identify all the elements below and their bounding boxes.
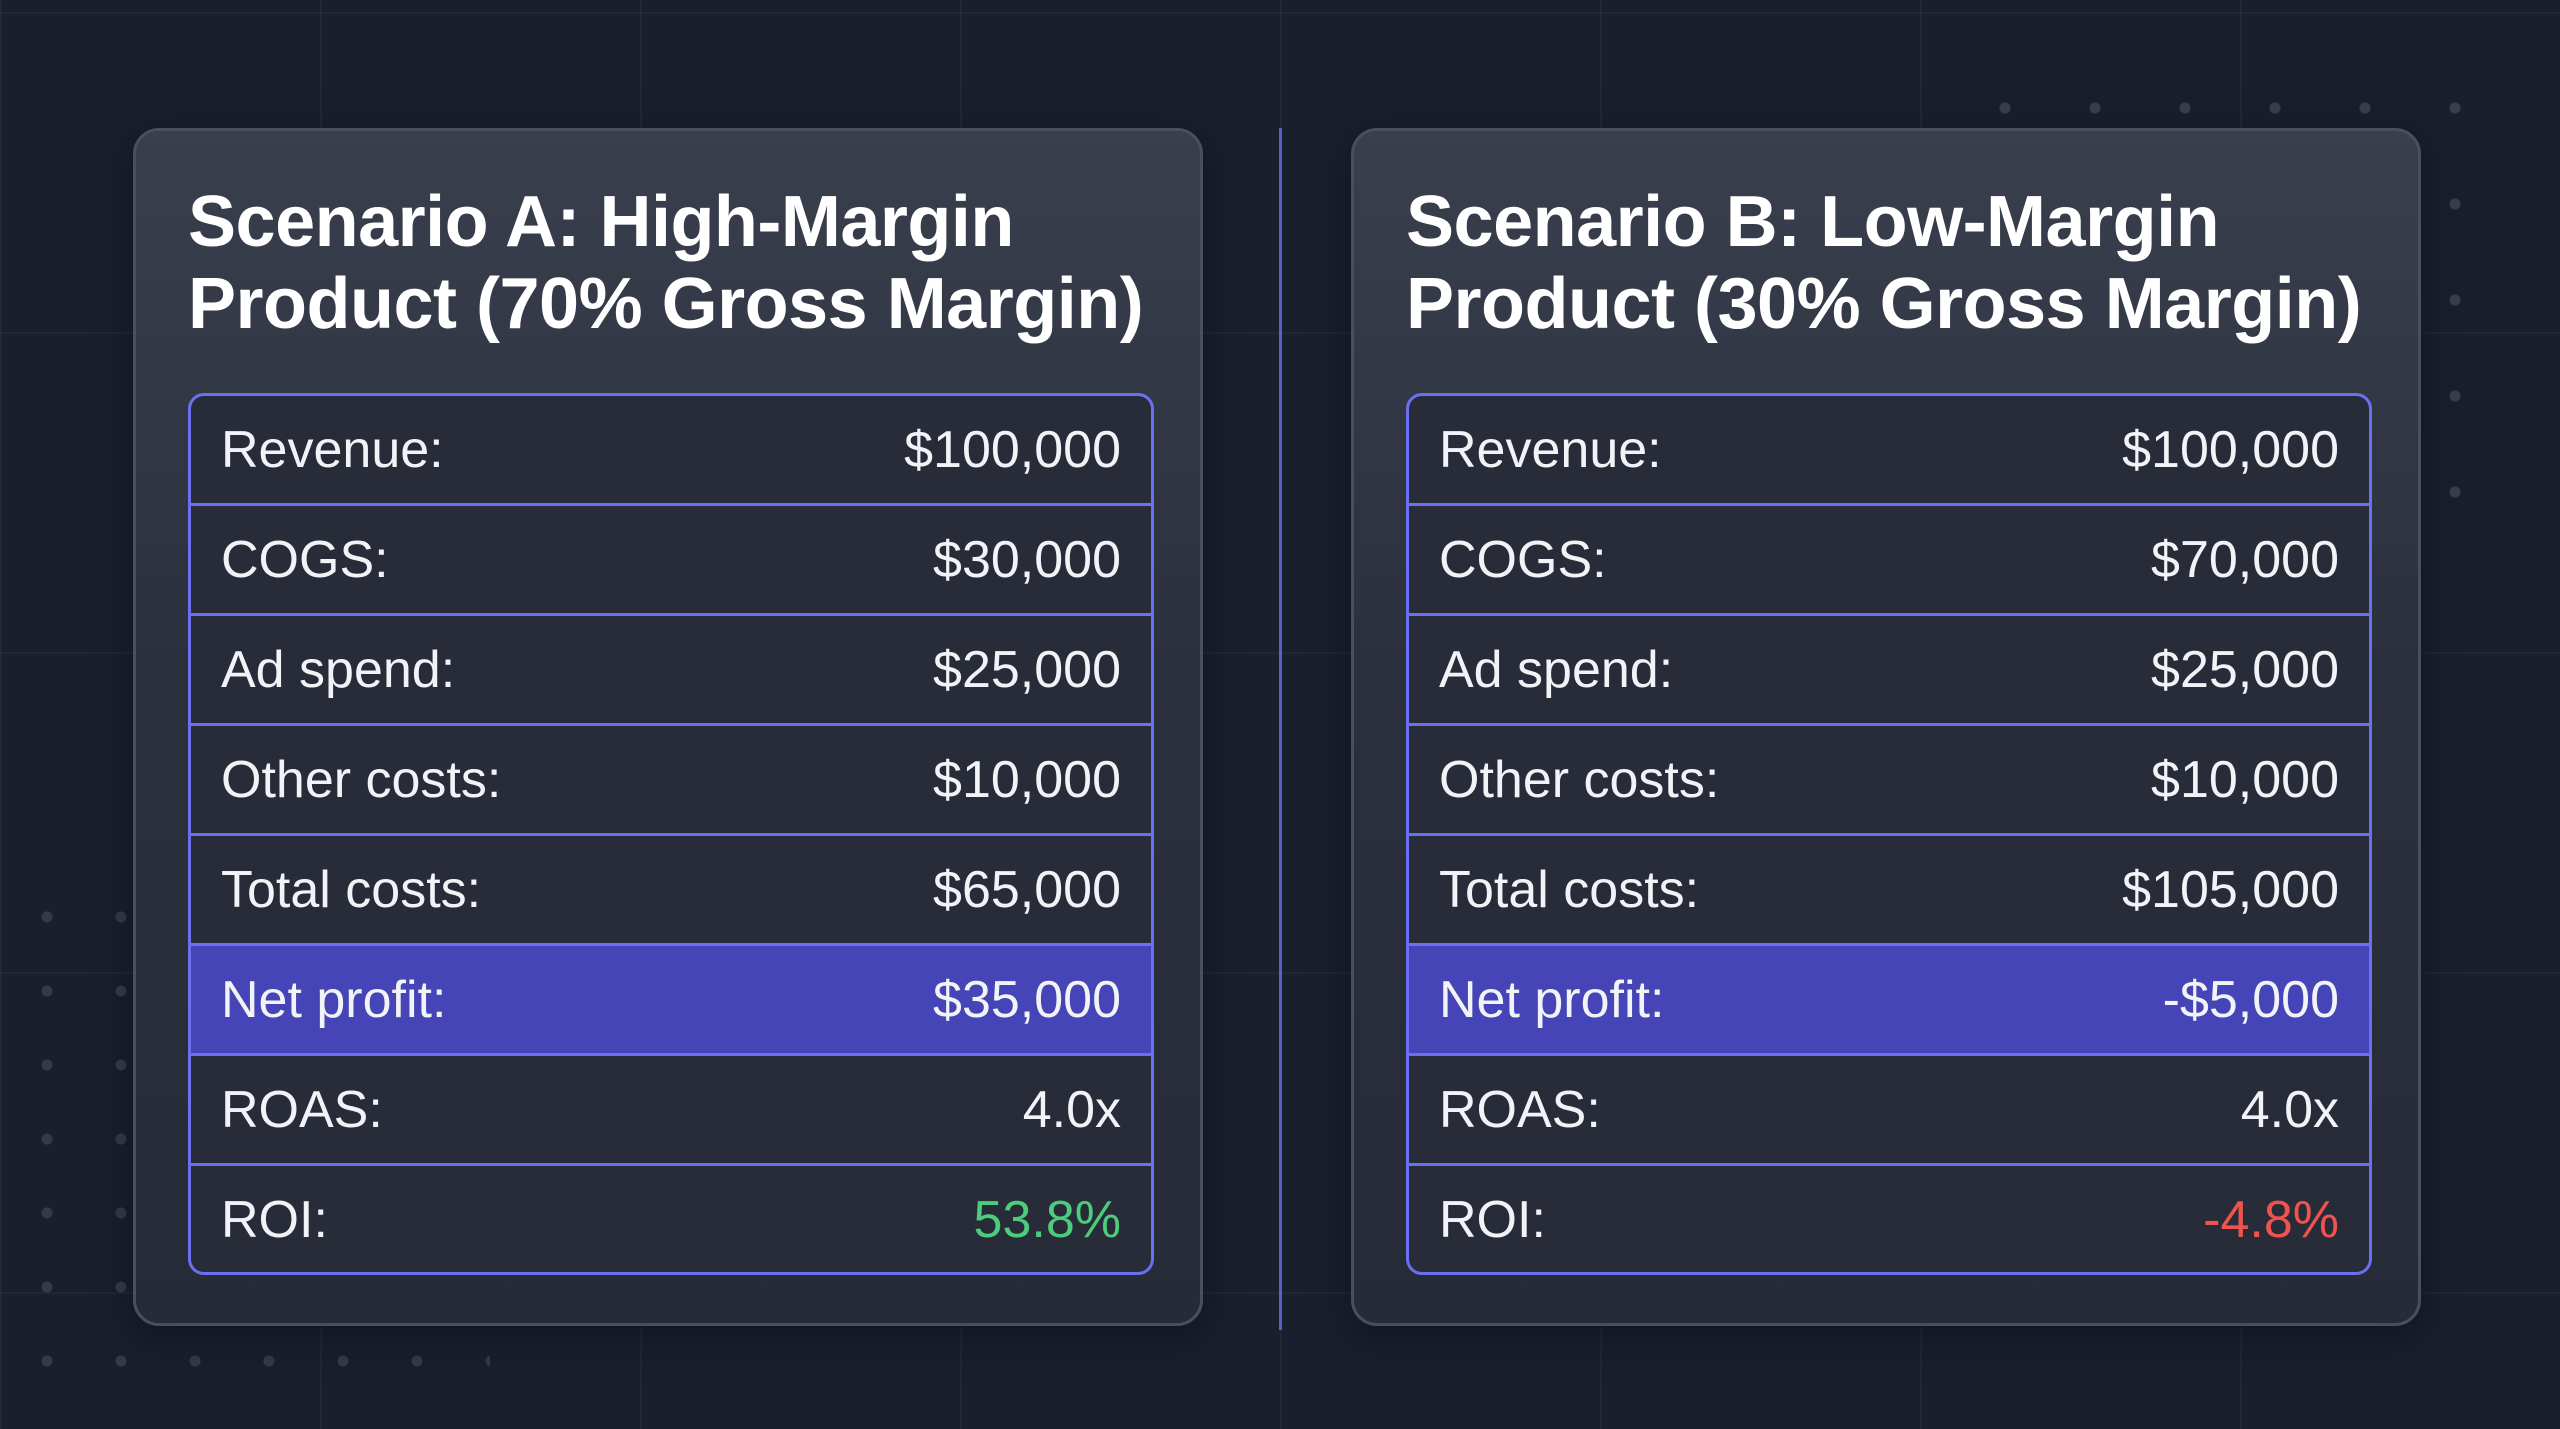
row-value: -$5,000 [2162, 970, 2339, 1029]
row-roi: ROI: -4.8% [1409, 1166, 2369, 1272]
row-label: Net profit: [221, 970, 447, 1029]
row-other-costs: Other costs: $10,000 [191, 726, 1151, 836]
row-label: ROI: [1439, 1191, 1546, 1249]
row-value: $100,000 [2122, 420, 2339, 479]
row-ad-spend: Ad spend: $25,000 [1409, 616, 2369, 726]
row-label: ROAS: [1439, 1080, 1601, 1139]
row-value: $10,000 [933, 750, 1121, 809]
row-value: $25,000 [933, 640, 1121, 699]
row-label: Other costs: [221, 750, 502, 809]
row-ad-spend: Ad spend: $25,000 [191, 616, 1151, 726]
row-roas: ROAS: 4.0x [191, 1056, 1151, 1166]
row-net-profit: Net profit: -$5,000 [1409, 946, 2369, 1056]
scenario-b-card: Scenario B: Low-Margin Product (30% Gros… [1351, 128, 2421, 1326]
row-value: $25,000 [2151, 640, 2339, 699]
row-label: COGS: [1439, 530, 1607, 589]
row-label: Ad spend: [221, 640, 456, 699]
row-roi: ROI: 53.8% [191, 1166, 1151, 1272]
row-label: COGS: [221, 530, 389, 589]
row-value: $100,000 [904, 420, 1121, 479]
row-label: Ad spend: [1439, 640, 1674, 699]
row-label: Net profit: [1439, 970, 1665, 1029]
row-label: Other costs: [1439, 750, 1720, 809]
scenario-a-card: Scenario A: High-Margin Product (70% Gro… [133, 128, 1203, 1326]
scenario-b-title: Scenario B: Low-Margin Product (30% Gros… [1406, 182, 2362, 344]
row-value: $10,000 [2151, 750, 2339, 809]
row-label: Revenue: [221, 420, 444, 479]
row-value: 4.0x [1022, 1080, 1121, 1139]
row-label: Total costs: [221, 860, 482, 919]
row-total-costs: Total costs: $105,000 [1409, 836, 2369, 946]
row-revenue: Revenue: $100,000 [191, 396, 1151, 506]
row-value: 4.0x [2240, 1080, 2339, 1139]
vertical-divider [1279, 128, 1282, 1330]
scenario-a-title: Scenario A: High-Margin Product (70% Gro… [188, 182, 1144, 344]
row-total-costs: Total costs: $65,000 [191, 836, 1151, 946]
row-label: ROAS: [221, 1080, 383, 1139]
row-value: $30,000 [933, 530, 1121, 589]
row-value: $70,000 [2151, 530, 2339, 589]
row-label: ROI: [221, 1191, 328, 1249]
roi-value-negative: -4.8% [2203, 1191, 2339, 1249]
row-label: Total costs: [1439, 860, 1700, 919]
row-roas: ROAS: 4.0x [1409, 1056, 2369, 1166]
row-net-profit: Net profit: $35,000 [191, 946, 1151, 1056]
row-other-costs: Other costs: $10,000 [1409, 726, 2369, 836]
roi-value-positive: 53.8% [973, 1191, 1121, 1249]
row-label: Revenue: [1439, 420, 1662, 479]
row-revenue: Revenue: $100,000 [1409, 396, 2369, 506]
row-value: $35,000 [933, 970, 1121, 1029]
row-cogs: COGS: $30,000 [191, 506, 1151, 616]
row-value: $105,000 [2122, 860, 2339, 919]
row-cogs: COGS: $70,000 [1409, 506, 2369, 616]
scenario-b-table: Revenue: $100,000 COGS: $70,000 Ad spend… [1406, 393, 2372, 1275]
row-value: $65,000 [933, 860, 1121, 919]
scenario-a-table: Revenue: $100,000 COGS: $30,000 Ad spend… [188, 393, 1154, 1275]
